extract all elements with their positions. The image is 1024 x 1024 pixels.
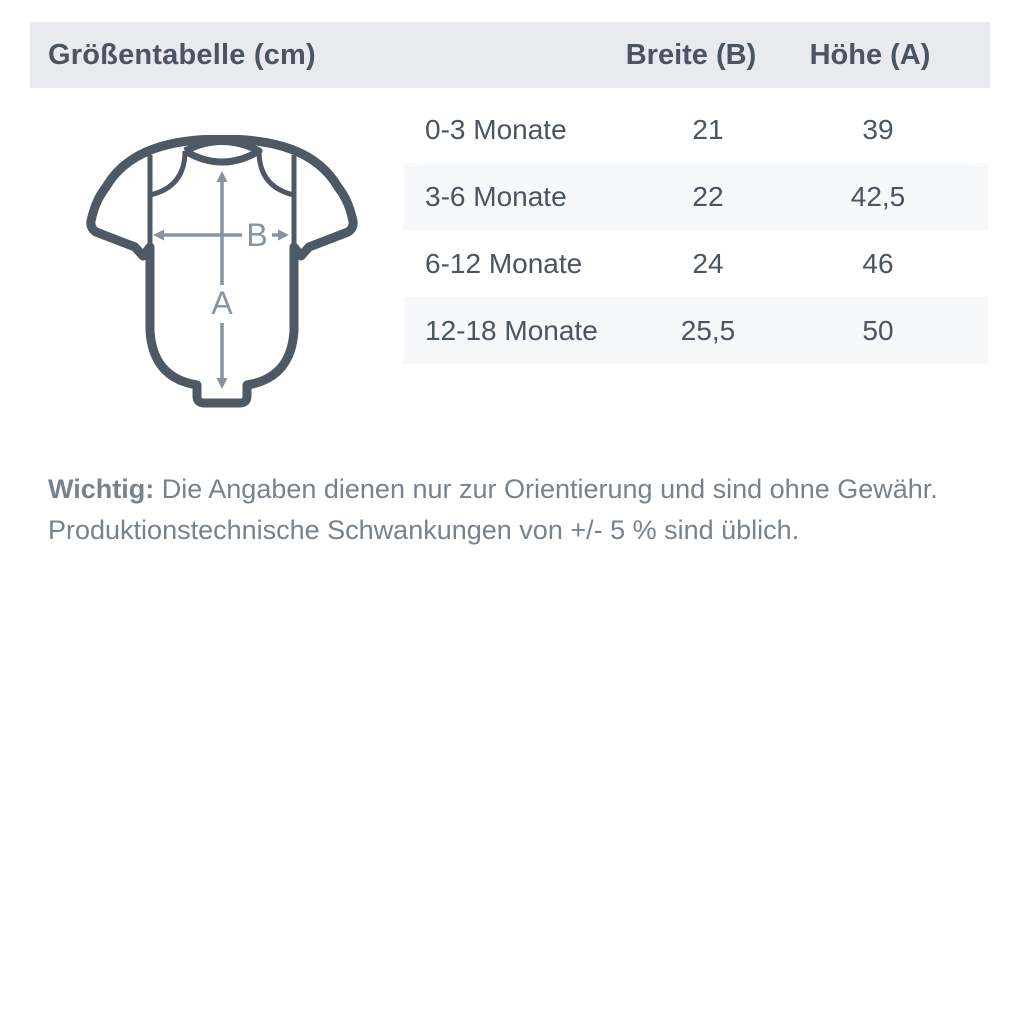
size-cell: 12-18 Monate [425,314,598,346]
width-cell: 21 [692,113,724,145]
table-row: 3-6 Monate 22 42,5 [403,163,988,230]
height-cell: 42,5 [850,180,906,212]
table-header-bar: Größentabelle (cm) Breite (B) Höhe (A) [30,22,990,88]
table-row: 0-3 Monate 21 39 [403,96,988,163]
size-table: 0-3 Monate 21 39 3-6 Monate 22 42,5 6-12… [403,96,988,364]
column-header-height: Höhe (A) [809,38,931,71]
column-header-width: Breite (B) [625,38,757,71]
size-cell: 6-12 Monate [425,247,583,279]
note-line1: Die Angaben dienen nur zur Orientierung … [161,474,938,504]
bodysuit-diagram: A B [85,134,361,411]
important-note: Wichtig: Die Angaben dienen nur zur Orie… [48,469,968,551]
table-row: 6-12 Monate 24 46 [403,230,988,297]
height-cell: 39 [862,113,894,145]
table-row: 12-18 Monate 25,5 50 [403,297,988,364]
note-line2: Produktionstechnische Schwankungen von +… [48,515,800,545]
width-label: B [246,217,267,253]
page-title: Größentabelle (cm) [48,38,316,71]
height-arrow [216,171,228,389]
width-cell: 25,5 [680,314,736,346]
note-label: Wichtig: [48,474,155,504]
width-arrow [153,229,289,241]
size-cell: 3-6 Monate [425,180,567,212]
height-cell: 46 [862,247,894,279]
height-cell: 50 [862,314,894,346]
bodysuit-icon: A B [86,134,358,408]
width-cell: 22 [692,180,724,212]
height-label: A [211,285,233,321]
width-cell: 24 [692,247,724,279]
size-cell: 0-3 Monate [425,113,567,145]
